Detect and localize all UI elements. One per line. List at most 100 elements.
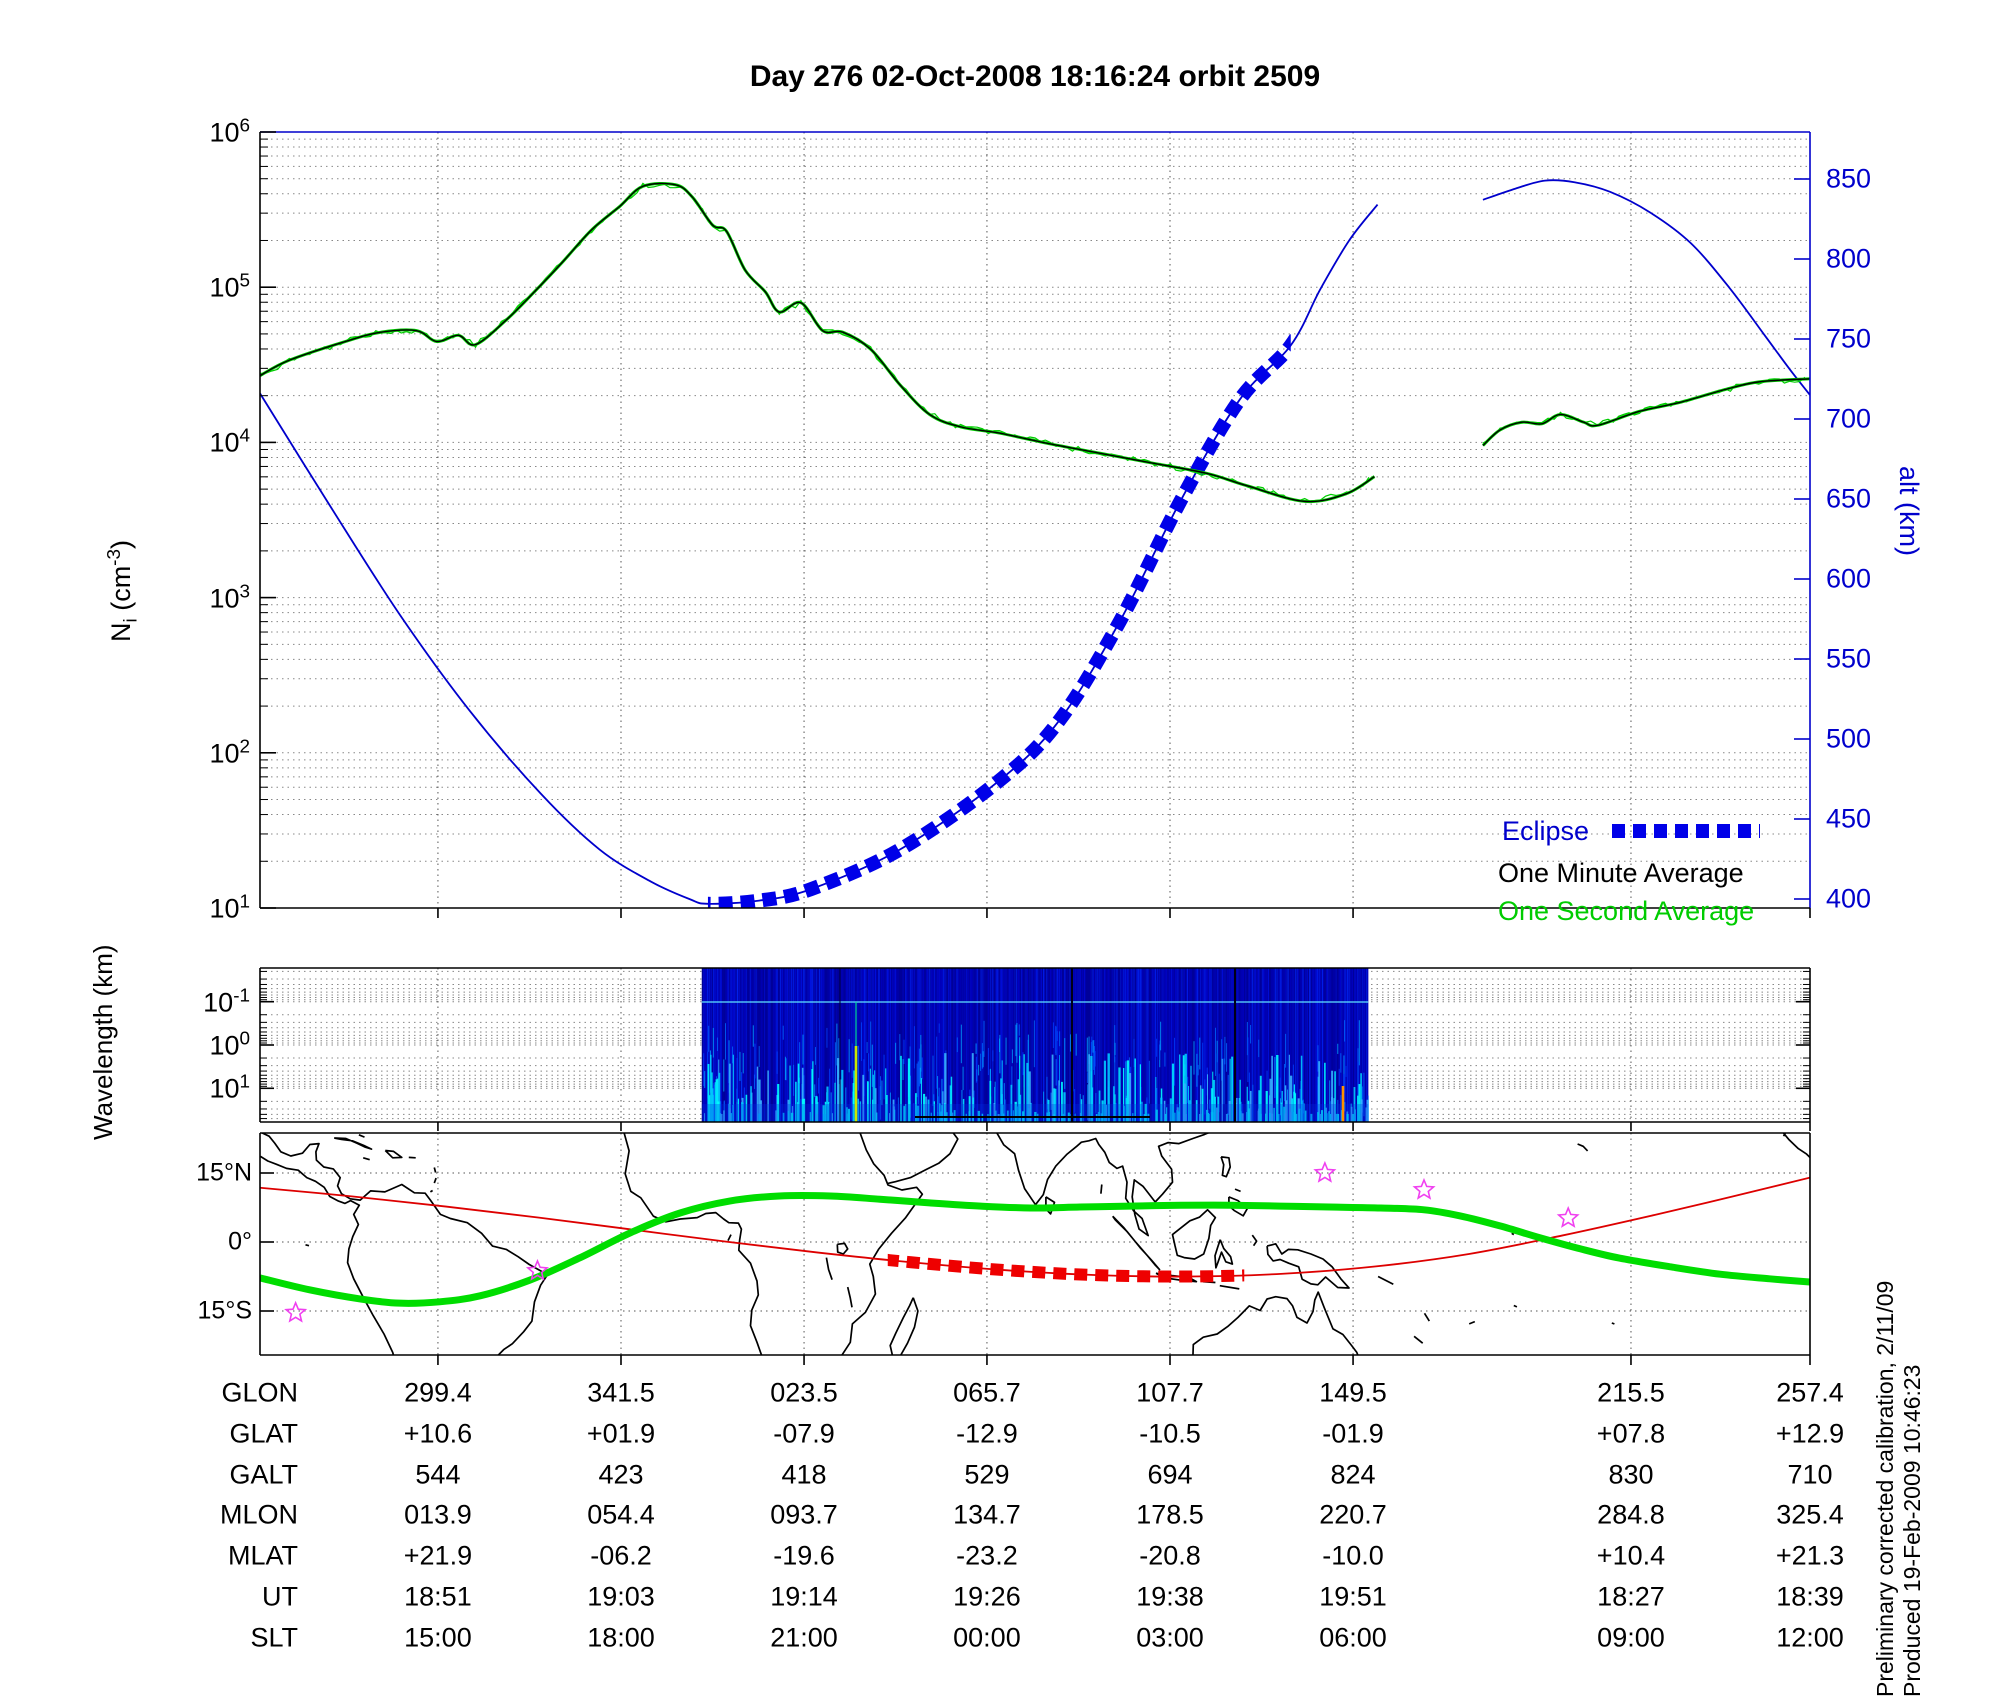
table-cell-mlon: 325.4: [1776, 1499, 1844, 1530]
alt-tick-label: 600: [1826, 563, 1872, 594]
table-cell-mlat: +10.4: [1596, 1540, 1666, 1571]
coastline: [1192, 1291, 1359, 1355]
table-cell-mlon: 220.7: [1319, 1499, 1387, 1530]
coastline: [1220, 1156, 1232, 1178]
latitude-tick-label: 0°: [228, 1227, 252, 1256]
table-cell-glon: 341.5: [587, 1377, 655, 1408]
eclipse-altitude-dashes: [707, 332, 1291, 908]
alt-tick-label: 450: [1826, 803, 1872, 834]
table-cell-glon: 107.7: [1136, 1377, 1204, 1408]
coastline: [825, 1257, 833, 1280]
alt-tick-label: 650: [1826, 483, 1872, 514]
coastline: [1266, 1242, 1350, 1289]
table-cell-glon: 149.5: [1319, 1377, 1387, 1408]
legend-one-minute-label: One Minute Average: [1498, 858, 1744, 888]
table-cell-ut: 18:27: [1597, 1581, 1665, 1612]
coastline: [1234, 1188, 1241, 1193]
table-cell-mlat: +21.9: [403, 1540, 473, 1571]
density-altitude-plot: [260, 179, 1810, 908]
coastline: [260, 1155, 395, 1355]
table-cell-galt: 544: [415, 1459, 461, 1490]
coastline: [889, 1297, 919, 1355]
table-cell-glat: +12.9: [1775, 1418, 1845, 1449]
coastline: [1782, 1133, 1787, 1137]
ni-tick-label: 105: [209, 270, 250, 303]
table-cell-glat: -10.5: [1139, 1418, 1201, 1449]
coastline: [836, 1242, 849, 1255]
table-cell-glat: +10.6: [403, 1418, 473, 1449]
wavelength-axis-label: Wavelength (km): [88, 944, 118, 1140]
table-cell-mlon: 134.7: [953, 1499, 1021, 1530]
alt-tick-label: 550: [1826, 643, 1872, 674]
table-cell-glat: -12.9: [956, 1418, 1018, 1449]
table-cell-galt: 830: [1608, 1459, 1654, 1490]
eclipse-orbit-dashes: [887, 1253, 1245, 1283]
table-row-label-mlat: MLAT: [227, 1540, 298, 1571]
table-cell-glon: 023.5: [770, 1377, 838, 1408]
table-cell-galt: 710: [1787, 1459, 1833, 1490]
legend-one-second-label: One Second Average: [1498, 896, 1755, 926]
ground-station-star: [1313, 1160, 1337, 1183]
table-cell-mlat: -10.0: [1322, 1540, 1384, 1571]
table-cell-glon: 299.4: [404, 1377, 472, 1408]
ground-track-green: [260, 1191, 1810, 1307]
table-cell-ut: 19:51: [1319, 1581, 1387, 1612]
coastline: [384, 1149, 403, 1159]
table-cell-ut: 18:51: [404, 1581, 472, 1612]
table-cell-glat: +01.9: [586, 1418, 656, 1449]
table-cell-mlon: 178.5: [1136, 1499, 1204, 1530]
one-second-average-curve: [1481, 377, 1810, 447]
table-row-label-glon: GLON: [221, 1377, 298, 1408]
axes: [259, 131, 1811, 1365]
one-second-noise: [260, 182, 1370, 502]
coastline: [1511, 1232, 1515, 1236]
table-cell-mlon: 093.7: [770, 1499, 838, 1530]
alt-tick-label: 750: [1826, 323, 1872, 354]
table-row-label-slt: SLT: [250, 1622, 298, 1653]
ni-tick-label: 104: [209, 425, 250, 458]
table-cell-galt: 694: [1147, 1459, 1193, 1490]
altitude-curve: [260, 204, 1379, 905]
annotation-produced: Produced 19-Feb-2009 10:46:23: [1899, 1364, 1925, 1697]
table-cell-mlon: 284.8: [1597, 1499, 1665, 1530]
ground-station-star: [284, 1300, 308, 1323]
ni-tick-label: 106: [209, 115, 250, 148]
coastline: [1171, 1208, 1217, 1260]
table-cell-mlat: -19.6: [773, 1540, 835, 1571]
table-cell-mlat: -06.2: [590, 1540, 652, 1571]
coastline: [1413, 1335, 1424, 1344]
table-cell-slt: 00:00: [953, 1622, 1021, 1653]
coastline: [1214, 1239, 1234, 1269]
coastline: [623, 1133, 763, 1355]
coastline: [1468, 1320, 1476, 1325]
table-cell-ut: 19:38: [1136, 1581, 1204, 1612]
alt-tick-label: 700: [1826, 403, 1872, 434]
page-title: Day 276 02-Oct-2008 18:16:24 orbit 2509: [749, 60, 1321, 93]
table-cell-mlon: 013.9: [404, 1499, 472, 1530]
coastline: [1513, 1304, 1518, 1308]
table-cell-ut: 18:39: [1776, 1581, 1844, 1612]
coastline: [1112, 1215, 1161, 1271]
coastline: [1219, 1284, 1240, 1290]
coastline: [886, 1133, 959, 1185]
annotation-calibration: Preliminary corrected calibration, 2/11/…: [1872, 1280, 1898, 1697]
coastline: [429, 1189, 434, 1193]
wavelength-tick-label: 100: [209, 1028, 250, 1061]
table-cell-glat: -01.9: [1322, 1418, 1384, 1449]
coastline: [433, 1177, 437, 1184]
coastline: [433, 1167, 437, 1173]
table-cell-slt: 21:00: [770, 1622, 838, 1653]
alt-axis-label: alt (km): [1894, 466, 1924, 556]
coastline: [840, 1133, 924, 1355]
alt-tick-label: 850: [1826, 163, 1872, 194]
coastline: [334, 1137, 373, 1150]
ni-tick-label: 102: [209, 736, 250, 769]
wavelength-tick-label: 10-1: [203, 985, 250, 1018]
alt-tick-label: 400: [1826, 883, 1872, 914]
table-cell-slt: 18:00: [587, 1622, 655, 1653]
table-cell-galt: 824: [1330, 1459, 1376, 1490]
wavelength-tick-label: 101: [209, 1071, 250, 1104]
table-row-label-glat: GLAT: [229, 1418, 298, 1449]
